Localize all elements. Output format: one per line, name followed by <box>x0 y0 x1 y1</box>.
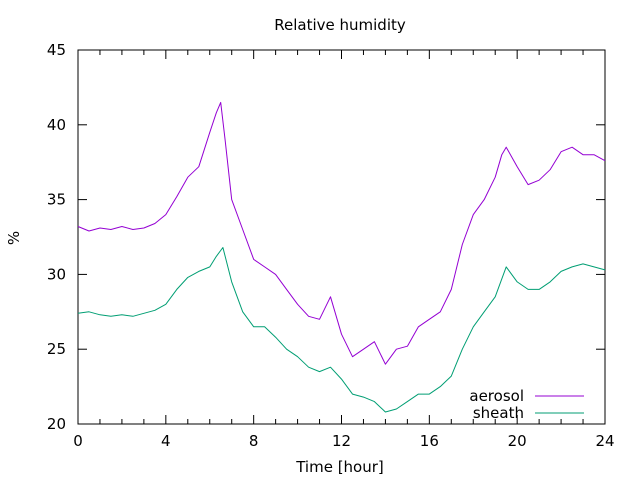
plot-frame <box>77 49 606 425</box>
axis-ticks: 20 25 30 35 40 45 0 4 8 12 16 20 24 <box>47 41 615 450</box>
y-axis-label: % <box>5 231 23 245</box>
x-tick-label: 8 <box>249 432 259 450</box>
x-tick-label: 12 <box>332 432 351 450</box>
x-axis-label: Time [hour] <box>295 458 384 476</box>
x-tick-label: 4 <box>161 432 171 450</box>
series-line-aerosol <box>77 101 606 365</box>
x-tick-label: 0 <box>73 432 83 450</box>
x-tick-label: 16 <box>420 432 439 450</box>
y-tick-label: 20 <box>47 415 66 433</box>
legend-label-aerosol: aerosol <box>469 387 524 405</box>
series-lines <box>77 101 606 413</box>
y-tick-label: 45 <box>47 41 66 59</box>
chart-title: Relative humidity <box>274 16 406 34</box>
series-line-sheath <box>77 247 606 413</box>
y-tick-label: 25 <box>47 340 66 358</box>
y-tick-label: 30 <box>47 265 66 283</box>
y-tick-label: 35 <box>47 191 66 209</box>
x-tick-label: 24 <box>595 432 614 450</box>
y-tick-label: 40 <box>47 116 66 134</box>
legend-label-sheath: sheath <box>473 404 524 422</box>
x-tick-label: 20 <box>508 432 527 450</box>
